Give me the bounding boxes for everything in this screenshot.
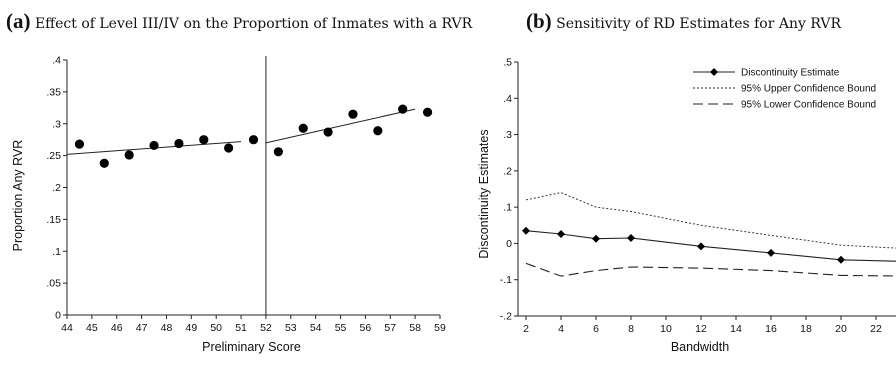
panel-b-letter: (b) xyxy=(526,9,552,33)
y-tick-label: .3 xyxy=(52,118,61,130)
x-tick-label: 6 xyxy=(593,323,599,335)
x-tick-label: 59 xyxy=(434,322,446,334)
scatter-point xyxy=(398,104,408,114)
series-line-2 xyxy=(525,262,896,277)
x-tick-label: 12 xyxy=(695,323,707,335)
y-tick-label: .4 xyxy=(503,93,512,105)
x-tick-label: 2 xyxy=(523,323,529,335)
x-tick-label: 51 xyxy=(235,322,247,334)
scatter-point xyxy=(149,140,159,151)
scatter-point xyxy=(422,107,433,117)
legend-label: 95% Lower Confidence Bound xyxy=(741,100,876,111)
x-tick-label: 53 xyxy=(285,322,297,334)
series-marker xyxy=(697,242,705,251)
y-tick-label: .15 xyxy=(46,214,61,226)
y-tick-label: -.1 xyxy=(500,274,512,286)
x-tick-label: 47 xyxy=(136,322,148,334)
x-tick-label: 16 xyxy=(765,323,777,335)
x-tick-label: 18 xyxy=(800,323,812,335)
scatter-point xyxy=(224,143,234,153)
x-tick-label: 57 xyxy=(384,322,396,334)
x-tick-label: 45 xyxy=(86,322,98,334)
x-tick-label: 20 xyxy=(835,323,847,335)
series-marker xyxy=(557,229,565,238)
x-tick-label: 44 xyxy=(61,322,73,334)
scatter-point xyxy=(373,126,383,136)
panel-a-title-text: Effect of Level III/IV on the Proportion… xyxy=(34,16,473,32)
y-tick-label: .2 xyxy=(52,182,61,194)
y-tick-label: 0 xyxy=(506,238,512,250)
x-tick-label: 8 xyxy=(628,323,634,335)
legend-label: 95% Upper Confidence Bound xyxy=(741,84,876,95)
scatter-point xyxy=(174,138,184,149)
chart-b: -.2 -.1 0 .1 .2 .3 .4 .5 2 4 6 8 10 12 14 16 18 20 22 Bandw… xyxy=(477,57,896,354)
series-line-1 xyxy=(525,192,896,249)
y-tick-label: -.2 xyxy=(500,311,512,323)
panel-b-title: (b) Sensitivity of RD Estimates for Any … xyxy=(526,11,886,33)
x-tick-label: 58 xyxy=(409,322,421,334)
series-line-0 xyxy=(525,230,896,262)
scatter-point xyxy=(124,150,134,160)
x-tick-label: 14 xyxy=(730,323,742,335)
panel-a-letter: (a) xyxy=(6,9,31,33)
legend-label: Discontinuity Estimate xyxy=(741,68,840,79)
x-tick-label: 10 xyxy=(660,323,672,335)
y-tick-label: .25 xyxy=(46,150,61,162)
y-tick-label: .1 xyxy=(52,246,61,258)
legend-marker xyxy=(710,68,718,76)
y-tick-label: .3 xyxy=(503,129,512,141)
x-axis-title: Bandwidth xyxy=(671,340,729,354)
y-tick-label: .4 xyxy=(52,55,61,67)
x-tick-label: 46 xyxy=(111,322,123,334)
x-tick-label: 48 xyxy=(161,322,173,334)
scatter-point xyxy=(298,123,308,133)
scatter-point xyxy=(273,147,283,157)
x-tick-label: 50 xyxy=(210,322,222,334)
x-axis-title: Preliminary Score xyxy=(202,340,301,354)
y-tick-label: .5 xyxy=(503,57,512,69)
y-axis-title: Discontinuity Estimates xyxy=(477,129,491,258)
scatter-point xyxy=(348,109,358,119)
x-tick-label: 55 xyxy=(335,322,347,334)
y-tick-label: 0 xyxy=(55,310,61,322)
fit-line-right xyxy=(265,108,416,144)
x-tick-label: 4 xyxy=(558,323,564,335)
chart-a: 0 .05 .1 .15 .2 .25 .3 .35 .4 44 45 46 47 48 49 50 51 52 5… xyxy=(11,55,446,355)
series-marker xyxy=(627,233,635,242)
x-tick-label: 56 xyxy=(360,322,372,334)
series-marker xyxy=(592,234,600,243)
series-marker xyxy=(837,255,845,264)
scatter-point xyxy=(99,158,109,168)
panel-b-title-text: Sensitivity of RD Estimates for Any RVR xyxy=(556,16,842,32)
scatter-point xyxy=(199,135,209,145)
x-tick-label: 49 xyxy=(185,322,197,334)
panel-a-title: (a) Effect of Level III/IV on the Propor… xyxy=(6,11,476,33)
x-tick-label: 22 xyxy=(870,323,882,335)
scatter-point xyxy=(323,127,333,137)
series-marker xyxy=(522,226,530,235)
y-tick-label: .2 xyxy=(503,165,512,177)
x-tick-label: 52 xyxy=(260,322,272,334)
x-tick-label: 54 xyxy=(310,322,322,334)
y-tick-label: .05 xyxy=(46,278,61,290)
y-axis-title: Proportion Any RVR xyxy=(11,140,25,252)
y-tick-label: .35 xyxy=(46,86,61,98)
y-tick-label: .1 xyxy=(503,202,512,214)
series-marker xyxy=(767,248,775,257)
scatter-point xyxy=(248,135,259,145)
scatter-point xyxy=(74,139,85,149)
